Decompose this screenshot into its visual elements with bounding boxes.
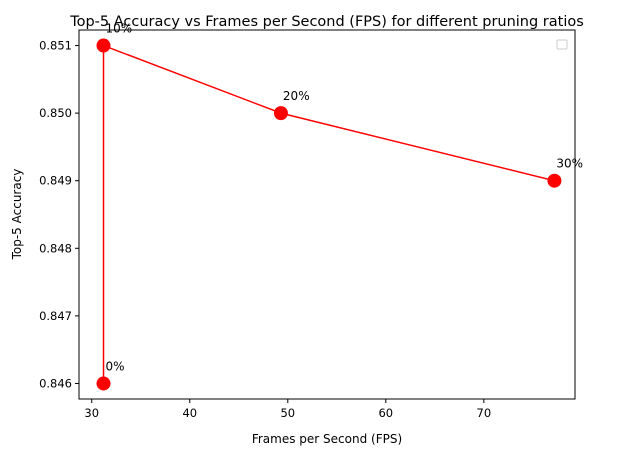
- x-tick-label: 50: [280, 406, 295, 420]
- plot-marks: 0% 10% 20% 30%: [96, 22, 583, 391]
- data-point: [547, 173, 562, 188]
- data-point: [273, 106, 288, 121]
- data-point: [96, 38, 111, 53]
- x-axis-label: Frames per Second (FPS): [252, 432, 402, 446]
- chart-title: Top-5 Accuracy vs Frames per Second (FPS…: [69, 14, 584, 30]
- x-axis-ticks: 30 40 50 60 70: [84, 399, 491, 420]
- x-tick-label: 30: [84, 406, 99, 420]
- y-tick-label: 0.850: [39, 106, 72, 120]
- series-line: [102, 44, 555, 384]
- y-axis-label: Top-5 Accuracy: [10, 169, 24, 261]
- y-tick-label: 0.847: [39, 309, 72, 323]
- data-point: [96, 376, 111, 391]
- x-tick-label: 70: [477, 406, 492, 420]
- y-axis-ticks: 0.846 0.847 0.848 0.849 0.850 0.851: [39, 39, 79, 390]
- y-tick-label: 0.849: [39, 174, 72, 188]
- plot-frame: [78, 29, 576, 400]
- y-tick-label: 0.848: [39, 241, 72, 255]
- y-tick-label: 0.846: [39, 376, 72, 390]
- legend-box: [556, 39, 568, 50]
- point-label: 20%: [283, 89, 310, 103]
- point-label: 0%: [106, 359, 125, 373]
- x-tick-label: 60: [378, 406, 393, 420]
- point-label: 30%: [556, 157, 583, 171]
- y-tick-label: 0.851: [39, 39, 72, 53]
- point-label: 10%: [106, 22, 133, 36]
- x-tick-label: 40: [182, 406, 197, 420]
